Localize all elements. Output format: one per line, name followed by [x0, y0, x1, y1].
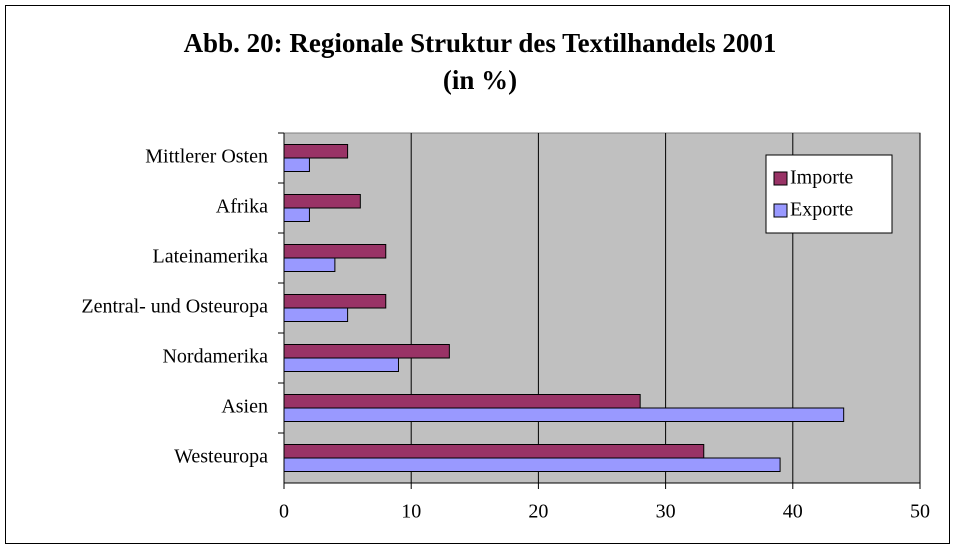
x-tick-label: 20 [528, 501, 548, 523]
y-tick-label: Westeuropa [174, 446, 268, 468]
bar [283, 244, 387, 259]
bar [283, 157, 310, 172]
chart-title: Abb. 20: Regionale Struktur des Textilha… [184, 28, 777, 58]
bar [283, 457, 781, 472]
bar [283, 357, 399, 372]
bar [283, 294, 387, 309]
x-tick-label: 40 [783, 501, 803, 523]
legend-label: Importe [790, 167, 853, 189]
bar [283, 207, 310, 222]
bar [283, 144, 349, 159]
x-tick-label: 50 [910, 501, 930, 523]
y-tick-label: Afrika [216, 196, 268, 218]
y-tick-label: Zentral- und Osteuropa [81, 296, 268, 318]
chart-subtitle: (in %) [443, 65, 517, 95]
bar [283, 194, 361, 209]
legend-swatch [773, 203, 788, 218]
y-tick-label: Asien [221, 396, 268, 418]
bar [283, 257, 336, 272]
legend-label: Exporte [790, 199, 853, 221]
x-tick-label: 10 [401, 501, 421, 523]
bar [283, 307, 349, 322]
legend [765, 154, 893, 234]
x-tick-label: 30 [656, 501, 676, 523]
bar [283, 407, 845, 422]
bar [283, 444, 705, 459]
y-tick-label: Lateinamerika [153, 246, 269, 268]
legend-swatch [773, 171, 788, 186]
bar [283, 394, 641, 409]
bar [283, 344, 450, 359]
y-tick-label: Nordamerika [162, 346, 268, 368]
x-tick-label: 0 [279, 501, 289, 523]
y-tick-label: Mittlerer Osten [145, 146, 268, 168]
